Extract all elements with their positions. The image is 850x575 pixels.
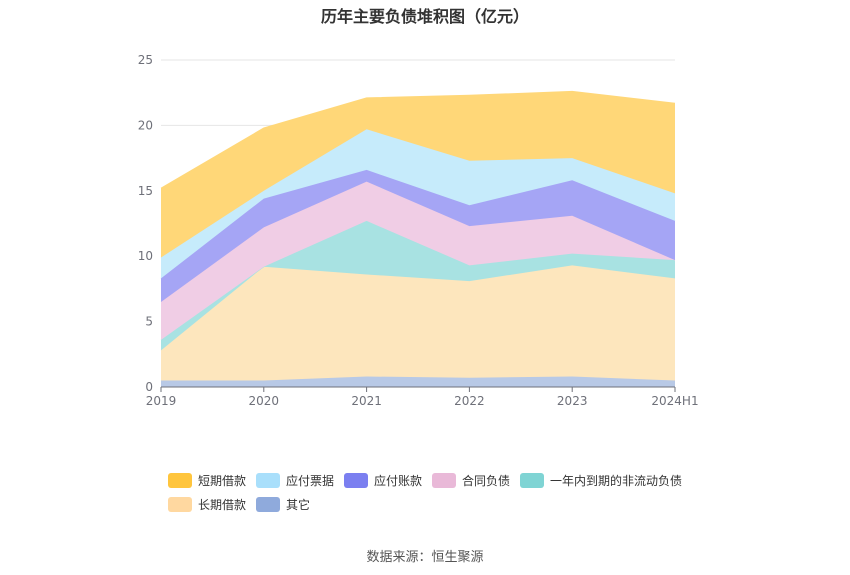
legend-item[interactable]: 短期借款 [168, 472, 246, 489]
area-series-其它 [161, 376, 675, 387]
area-series-长期借款 [161, 265, 675, 381]
legend-swatch [256, 473, 280, 488]
legend-item[interactable]: 应付账款 [344, 472, 422, 489]
area-series-合同负债 [161, 181, 675, 340]
legend-label: 应付票据 [286, 474, 335, 488]
x-tick-label: 2022 [454, 394, 485, 408]
data-source: 数据来源：恒生聚源 [366, 550, 484, 565]
x-tick-label: 2019 [146, 394, 177, 408]
legend-swatch [168, 497, 192, 512]
y-tick-label: 0 [145, 380, 153, 394]
area-series-短期借款 [161, 91, 675, 258]
legend-item[interactable]: 合同负债 [432, 472, 510, 489]
legend-item[interactable]: 一年内到期的非流动负债 [520, 472, 682, 489]
y-tick-label: 20 [138, 118, 153, 132]
x-tick-label: 2024H1 [651, 394, 698, 408]
y-tick-label: 10 [138, 249, 153, 263]
area-series-edge [160, 90, 676, 189]
chart-title: 历年主要负债堆积图（亿元） [320, 7, 529, 26]
y-tick-label: 15 [138, 184, 153, 198]
x-tick-label: 2020 [249, 394, 280, 408]
legend-label: 其它 [286, 498, 311, 512]
area-layers [160, 90, 676, 387]
legend-label: 短期借款 [198, 474, 247, 488]
legend-item[interactable]: 应付票据 [256, 472, 334, 489]
legend-swatch [168, 473, 192, 488]
x-tick-label: 2023 [557, 394, 588, 408]
legend-swatch [520, 473, 544, 488]
y-tick-label: 25 [138, 53, 153, 67]
area-series-应付票据 [161, 129, 675, 279]
x-tick-label: 2021 [351, 394, 382, 408]
y-tick-label: 5 [145, 315, 153, 329]
legend-label: 长期借款 [198, 498, 247, 512]
legend-label: 合同负债 [462, 474, 511, 488]
legend-swatch [256, 497, 280, 512]
legend-label: 应付账款 [374, 474, 423, 488]
area-series-一年内到期的非流动负债 [161, 220, 675, 351]
legend-item[interactable]: 其它 [256, 496, 310, 513]
legend-swatch [432, 473, 456, 488]
legend-item[interactable]: 长期借款 [168, 496, 246, 513]
legend-swatch [344, 473, 368, 488]
legend-label: 一年内到期的非流动负债 [550, 474, 683, 488]
area-series-edge [160, 169, 676, 279]
area-series-应付账款 [161, 169, 675, 302]
